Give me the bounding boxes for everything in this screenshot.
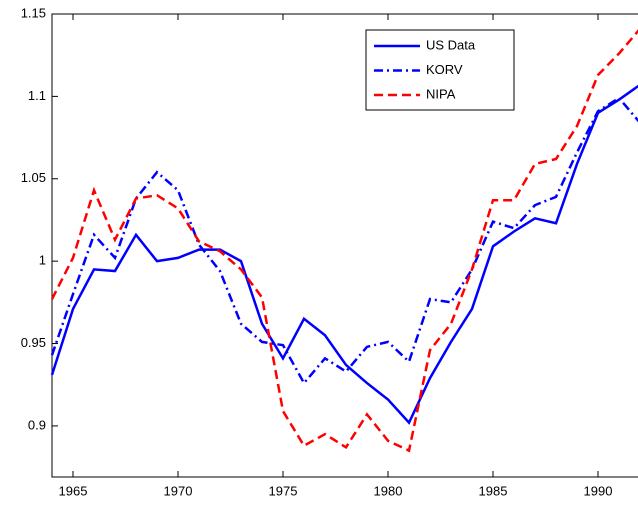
- y-tick-label: 0.95: [21, 335, 46, 350]
- x-tick-label: 1990: [584, 483, 613, 498]
- y-tick-label: 1.15: [21, 5, 46, 20]
- y-tick-label: 1: [39, 253, 46, 268]
- y-tick-label: 0.9: [28, 417, 46, 432]
- series-line: [50, 84, 638, 425]
- x-tick-label: 1975: [269, 483, 298, 498]
- legend-label: NIPA: [426, 86, 456, 101]
- legend-box: [365, 29, 515, 111]
- x-tick-label: 1965: [59, 483, 88, 498]
- x-tick-label: 1985: [479, 483, 508, 498]
- plot-frame: [51, 13, 638, 478]
- legend-label: KORV: [426, 62, 463, 77]
- legend-label: US Data: [426, 37, 476, 52]
- y-tick-label: 1.1: [28, 88, 46, 103]
- legend: US Data KORV NIPA: [365, 29, 515, 111]
- series-line: [50, 29, 638, 453]
- x-tick-label: 1980: [374, 483, 403, 498]
- y-tick-label: 1.05: [21, 170, 46, 185]
- x-tick-label: 1970: [164, 483, 193, 498]
